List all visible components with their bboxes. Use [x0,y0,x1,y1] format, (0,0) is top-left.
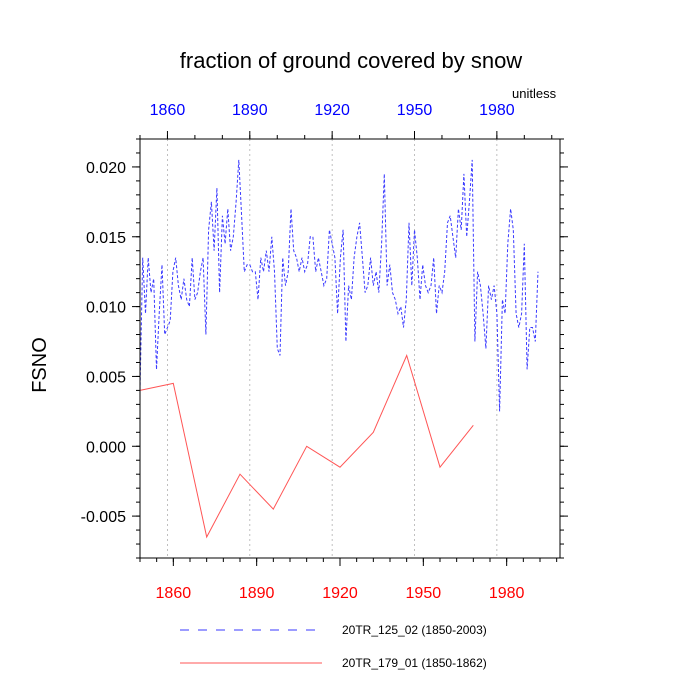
units-label: unitless [512,86,557,101]
x-grid [167,139,498,558]
series-group [139,159,539,539]
bottom-tick-label-0: 1860 [156,585,192,602]
legend-label-0: 20TR_125_02 (1850-2003) [342,623,487,637]
series-line-1 [139,354,474,539]
bottom-tick-label-3: 1950 [406,585,442,602]
top-tick-label-3: 1950 [397,102,433,119]
y-tick-label-2: 0.005 [86,369,126,386]
bottom-tick-label-1: 1890 [239,585,275,602]
top-tick-label-0: 1860 [150,102,186,119]
series-line-0 [139,159,539,412]
y-tick-label-5: 0.020 [86,160,126,177]
y-tick-label-4: 0.015 [86,230,126,247]
top-x-axis: 1860 1890 1920 1950 1980 [139,102,553,139]
top-tick-label-1: 1890 [232,102,268,119]
legend: 20TR_125_02 (1850-2003) 20TR_179_01 (1850… [180,623,487,670]
y-tick-label-0: -0.005 [81,509,126,526]
top-tick-label-4: 1980 [479,102,515,119]
y-axis: -0.005 0.000 0.005 0.010 0.015 0.020 [81,138,568,559]
y-axis-label: FSNO [29,337,51,393]
bottom-x-axis: 1860 1890 1920 1950 1980 [139,558,558,602]
y-tick-label-3: 0.010 [86,300,126,317]
chart-title: fraction of ground covered by snow [180,48,523,73]
bottom-tick-label-4: 1980 [489,585,525,602]
bottom-tick-label-2: 1920 [322,585,358,602]
y-tick-label-1: 0.000 [86,439,126,456]
top-tick-label-2: 1920 [314,102,350,119]
legend-label-1: 20TR_179_01 (1850-1862) [342,656,487,670]
